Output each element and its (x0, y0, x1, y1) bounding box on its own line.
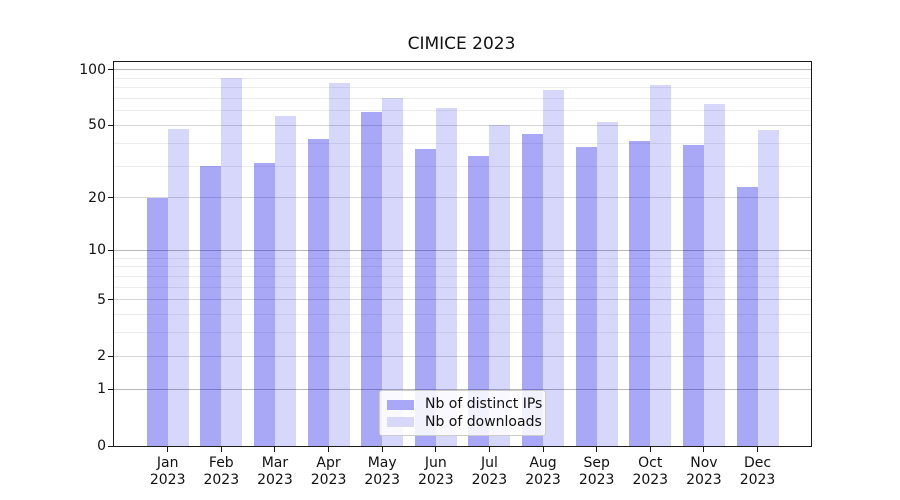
gridline-minor-90 (114, 77, 811, 79)
legend-item-downloads: Nb of downloads (387, 414, 542, 431)
legend-swatch-downloads-icon (387, 417, 414, 428)
y-tick-label-100: 100 (79, 61, 106, 78)
x-tick-mark-mar-2023 (274, 447, 276, 452)
bar-nb-of-distinct-ips-jan-2023 (146, 197, 168, 446)
gridline-minor-6 (114, 286, 811, 288)
gridline-minor-7 (114, 275, 811, 277)
x-tick-mark-oct-2023 (649, 447, 651, 452)
gridline-minor-60 (114, 110, 811, 112)
gridline-minor-3 (114, 332, 811, 334)
x-tick-label-jan-2023: Jan 2023 (149, 455, 186, 488)
x-tick-label-jul-2023: Jul 2023 (471, 455, 508, 488)
y-tick-mark-20 (108, 197, 113, 199)
y-tick-mark-1 (108, 388, 113, 390)
y-tick-label-50: 50 (88, 117, 106, 134)
bar-nb-of-distinct-ips-jul-2023 (468, 156, 490, 446)
x-tick-mark-jan-2023 (167, 447, 169, 452)
x-tick-mark-dec-2023 (757, 447, 759, 452)
legend-label-distinct-ips: Nb of distinct IPs (425, 396, 543, 413)
chart-title: CIMICE 2023 (407, 34, 516, 54)
gridline-major-2 (114, 355, 811, 357)
x-tick-mark-aug-2023 (542, 447, 544, 452)
x-tick-mark-nov-2023 (703, 447, 705, 452)
y-tick-mark-2 (108, 355, 113, 357)
x-tick-label-nov-2023: Nov 2023 (686, 455, 722, 488)
bar-nb-of-distinct-ips-mar-2023 (253, 163, 275, 446)
bar-nb-of-downloads-feb-2023 (221, 78, 243, 446)
bar-nb-of-downloads-jul-2023 (489, 125, 511, 446)
x-tick-mark-apr-2023 (328, 447, 330, 452)
x-tick-label-aug-2023: Aug 2023 (525, 455, 561, 488)
bar-nb-of-downloads-mar-2023 (274, 116, 296, 446)
bar-nb-of-downloads-aug-2023 (543, 89, 565, 446)
y-tick-label-1: 1 (97, 381, 106, 398)
y-tick-mark-5 (108, 299, 113, 301)
gridline-major-10 (114, 249, 811, 251)
bar-nb-of-distinct-ips-oct-2023 (629, 141, 651, 446)
bar-nb-of-downloads-nov-2023 (703, 104, 725, 446)
gridline-minor-40 (114, 142, 811, 144)
bar-nb-of-distinct-ips-feb-2023 (200, 166, 222, 446)
x-tick-label-feb-2023: Feb 2023 (203, 455, 240, 488)
x-tick-label-jun-2023: Jun 2023 (417, 455, 454, 488)
x-tick-label-oct-2023: Oct 2023 (632, 455, 669, 488)
y-tick-label-0: 0 (97, 438, 106, 454)
gridline-minor-70 (114, 97, 811, 99)
y-tick-mark-50 (108, 124, 113, 126)
x-tick-label-dec-2023: Dec 2023 (739, 455, 776, 488)
gridline-minor-30 (114, 165, 811, 167)
x-tick-mark-sep-2023 (596, 447, 598, 452)
bar-nb-of-distinct-ips-nov-2023 (682, 145, 704, 446)
gridline-minor-8 (114, 266, 811, 268)
x-tick-label-apr-2023: Apr 2023 (310, 455, 347, 488)
bar-nb-of-downloads-jun-2023 (435, 108, 457, 446)
y-tick-mark-0 (108, 445, 113, 447)
y-tick-mark-100 (108, 69, 113, 71)
bar-nb-of-downloads-oct-2023 (650, 84, 672, 446)
bar-nb-of-downloads-may-2023 (382, 98, 404, 446)
gridline-minor-9 (114, 257, 811, 259)
bar-nb-of-distinct-ips-dec-2023 (736, 186, 758, 446)
y-tick-label-20: 20 (88, 189, 106, 206)
bar-nb-of-distinct-ips-aug-2023 (522, 133, 544, 446)
gridline-major-50 (114, 124, 811, 126)
bar-nb-of-downloads-sep-2023 (596, 122, 618, 446)
x-tick-label-sep-2023: Sep 2023 (578, 455, 615, 488)
x-tick-mark-jul-2023 (488, 447, 490, 452)
bar-nb-of-distinct-ips-sep-2023 (575, 147, 597, 446)
x-tick-mark-may-2023 (381, 447, 383, 452)
gridline-major-5 (114, 299, 811, 301)
bar-nb-of-distinct-ips-may-2023 (361, 112, 383, 446)
y-tick-label-5: 5 (97, 291, 106, 308)
legend-item-distinct-ips: Nb of distinct IPs (387, 396, 542, 413)
plot-area: Nb of distinct IPs Nb of downloads 0 1 2 5 1… (79, 61, 812, 488)
bar-nb-of-downloads-jan-2023 (167, 128, 189, 446)
y-tick-label-10: 10 (88, 242, 106, 259)
gridline-minor-4 (114, 314, 811, 316)
y-tick-label-2: 2 (97, 348, 106, 365)
bar-nb-of-downloads-dec-2023 (757, 130, 779, 446)
x-tick-mark-feb-2023 (220, 447, 222, 452)
legend-label-downloads: Nb of downloads (425, 413, 542, 430)
x-tick-label-mar-2023: Mar 2023 (257, 455, 293, 488)
bar-nb-of-distinct-ips-jun-2023 (414, 149, 436, 446)
y-tick-mark-10 (108, 249, 113, 251)
bar-nb-of-distinct-ips-apr-2023 (307, 139, 329, 446)
x-tick-mark-jun-2023 (435, 447, 437, 452)
bar-nb-of-downloads-apr-2023 (328, 82, 350, 446)
legend: Nb of distinct IPs Nb of downloads (379, 390, 546, 436)
gridline-major-20 (114, 197, 811, 199)
gridline-minor-80 (114, 87, 811, 89)
gridline-major-1 (114, 388, 811, 390)
x-tick-label-may-2023: May 2023 (364, 455, 400, 488)
gridline-major-100 (114, 69, 811, 71)
legend-swatch-distinct-ips-icon (387, 399, 414, 410)
